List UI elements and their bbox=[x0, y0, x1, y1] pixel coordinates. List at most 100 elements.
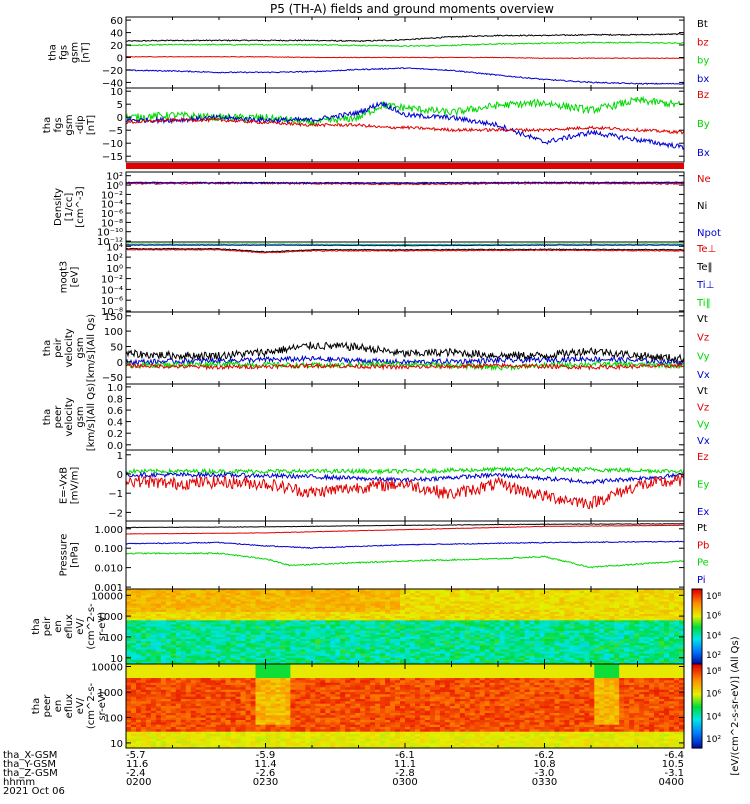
y-axis-title-line: E=-VxB bbox=[59, 467, 70, 504]
panel-p10: 10⁸10⁶10⁴10²10000100010010thapeereneflux… bbox=[31, 663, 721, 750]
legend-entry: bz bbox=[697, 37, 709, 48]
panel-p4: Te⊥Te‖Ti⊥Ti‖10⁴10²10⁰10⁻²10⁻⁴10⁻⁶10⁻⁸moq… bbox=[59, 242, 717, 318]
y-axis-title-line: fgs bbox=[59, 45, 70, 60]
y-axis-title-p7: E=-VxB[mV/m] bbox=[59, 467, 81, 505]
series-line-blue bbox=[126, 68, 684, 85]
y-tick-label: 10⁻⁶ bbox=[101, 296, 123, 307]
y-axis-title-p8: Pressure[nPa] bbox=[59, 534, 81, 577]
y-axis-title-line: velocity bbox=[64, 328, 75, 367]
y-tick-label: −2 bbox=[108, 508, 123, 519]
y-axis-title-line: peer bbox=[53, 405, 64, 429]
y-tick-label: 0 bbox=[117, 358, 123, 369]
y-axis-title-line: [cm^-3] bbox=[75, 186, 86, 227]
panel-frame bbox=[126, 312, 684, 384]
spectrogram-p10 bbox=[126, 664, 685, 749]
y-axis-title-line: Pressure bbox=[59, 534, 70, 577]
y-axis-title-line: tha bbox=[48, 44, 59, 60]
y-tick-label: 1.000 bbox=[94, 525, 123, 536]
legend-entry: Vy bbox=[697, 351, 710, 362]
legend-entry: Ez bbox=[697, 452, 709, 463]
series-line-green bbox=[126, 42, 684, 47]
y-axis-title-line: Density bbox=[53, 188, 64, 226]
legend-entry: Bt bbox=[697, 19, 708, 30]
panel-p6: VtVzVyVx1.00.80.60.40.20.0thapeervelocit… bbox=[42, 383, 710, 452]
legend-entry: Bz bbox=[697, 90, 709, 101]
y-tick-label: 5 bbox=[117, 100, 123, 111]
legend-entry: Pi bbox=[697, 575, 706, 586]
y-tick-label: 0.100 bbox=[94, 544, 123, 555]
y-tick-label: 0.4 bbox=[107, 418, 123, 429]
legend-entry: bx bbox=[697, 74, 709, 85]
y-axis-title-p5: thapeirvelocitygsm[km/s](All Qs) bbox=[42, 314, 97, 382]
y-axis-title-line: [eV] bbox=[70, 267, 81, 288]
legend-entry: Te‖ bbox=[696, 262, 713, 273]
series-line-green bbox=[126, 553, 684, 568]
legend-entry: Vy bbox=[697, 419, 710, 430]
legend-entry: Pb bbox=[697, 540, 709, 551]
y-axis-title-line: [1/cc] bbox=[64, 193, 75, 222]
y-tick-label: −5 bbox=[108, 126, 123, 137]
panel-frame bbox=[126, 88, 684, 162]
y-tick-label: 60 bbox=[110, 16, 123, 27]
panel-p3: NeNiNpot10²10⁰10⁻²10⁻⁴10⁻⁶10⁻⁸10⁻¹⁰10⁻¹²… bbox=[53, 172, 721, 248]
y-tick-label: 0.8 bbox=[107, 395, 123, 406]
legend-entry: Ne bbox=[697, 174, 711, 185]
colorbar-tick-label: 10⁸ bbox=[706, 592, 721, 602]
panel-frame bbox=[126, 521, 684, 589]
legend-entry: Te⊥ bbox=[696, 244, 716, 255]
plot-title: P5 (TH-A) fields and ground moments over… bbox=[270, 2, 554, 16]
y-tick-label: −10 bbox=[102, 139, 123, 150]
y-tick-label: 0 bbox=[117, 470, 123, 481]
legend-entry: Vx bbox=[697, 436, 710, 447]
series-line-green bbox=[126, 468, 684, 474]
y-axis-title-line: tha bbox=[31, 618, 42, 634]
legend-entry: by bbox=[697, 56, 709, 67]
y-axis-title-line: tha bbox=[42, 117, 53, 133]
y-tick-label: 20 bbox=[110, 41, 123, 52]
colorbar-tick-label: 10⁶ bbox=[706, 612, 721, 622]
legend-entry: Vz bbox=[697, 403, 709, 414]
y-axis-title-p6: thapeervelocitygsm[km/s](All Qs) bbox=[42, 383, 97, 451]
y-axis-title-line: [nT] bbox=[81, 42, 92, 62]
y-axis-title-line: peir bbox=[42, 616, 53, 636]
y-axis-title-line: [nPa] bbox=[70, 542, 81, 568]
series-line-red bbox=[126, 57, 684, 59]
y-axis-title-line: gsm bbox=[75, 406, 86, 427]
y-tick-label: 1.0 bbox=[107, 383, 123, 394]
y-axis-title-line: tha bbox=[42, 340, 53, 356]
spectrogram-p9 bbox=[126, 589, 685, 665]
legend-entry: Vt bbox=[697, 314, 708, 325]
y-tick-label: 100 bbox=[104, 327, 123, 338]
y-axis-title-p4: moqt3[eV] bbox=[59, 261, 81, 294]
series-line-blue bbox=[126, 182, 684, 183]
legend-entry: Ni bbox=[697, 201, 707, 212]
series-line-black bbox=[126, 34, 684, 42]
panel-p8: PtPbPePi1.0000.1000.0100.001Pressure[nPa… bbox=[59, 521, 710, 594]
colorbar-tick-label: 10² bbox=[706, 651, 721, 661]
colorbar-tick-label: 10⁴ bbox=[706, 631, 721, 641]
legend-entry: Ti‖ bbox=[696, 298, 711, 309]
legend-entry: Vt bbox=[697, 386, 708, 397]
y-axis-title-p3: Density[1/cc][cm^-3] bbox=[53, 186, 86, 227]
legend-entry: Pe bbox=[697, 558, 709, 569]
panel-p9: 10⁸10⁶10⁴10²10000100010010thapeireneflux… bbox=[31, 589, 721, 665]
y-axis-title-p2: thafgsgsm-dip[nT] bbox=[42, 114, 97, 135]
legend-p6: Vt Vz Vy Vx bbox=[697, 386, 710, 447]
y-axis-title-line: peir bbox=[53, 337, 64, 357]
y-axis-title-p9: thapeirenefluxeV/(cm^2-s-sr-eV) bbox=[31, 603, 108, 650]
y-axis-title-line: fgs bbox=[53, 117, 64, 132]
y-tick-label: −20 bbox=[102, 66, 123, 77]
y-tick-label: 40 bbox=[110, 29, 123, 40]
legend-entry: Bx bbox=[697, 148, 710, 159]
y-axis-title-line: gsm bbox=[75, 337, 86, 358]
series-line-green bbox=[126, 97, 684, 126]
series-line-blue bbox=[126, 473, 684, 484]
